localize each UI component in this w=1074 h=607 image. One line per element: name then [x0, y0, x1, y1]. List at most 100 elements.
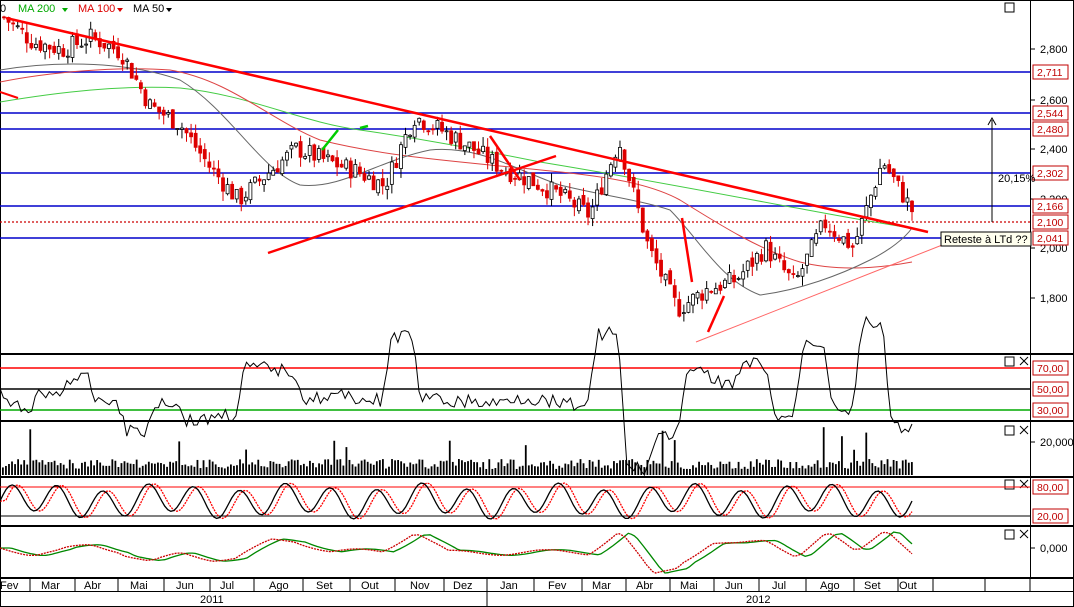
volume-bar [208, 459, 211, 475]
volume-bar [637, 464, 640, 475]
green-segment [359, 124, 369, 130]
volume-bar [290, 459, 293, 475]
chevron-down-icon[interactable] [166, 8, 172, 12]
volume-bar [451, 461, 454, 475]
candle-body [640, 207, 645, 233]
projection-arrow: 20,15% [987, 116, 1036, 222]
volume-bar [299, 465, 302, 475]
volume-bar [257, 459, 260, 475]
volume-bar [424, 467, 427, 475]
maximize-icon[interactable] [1004, 425, 1015, 436]
volume-bar [804, 468, 807, 475]
legend-ma50[interactable]: MA 50 [133, 3, 164, 15]
candle-body [449, 130, 454, 144]
volume-bar [722, 464, 725, 475]
volume-bar [378, 460, 381, 475]
volume-bar [56, 465, 59, 475]
volume-bar [521, 465, 524, 475]
volume-bar [831, 462, 834, 475]
chevron-down-icon[interactable] [117, 8, 123, 12]
volume-bar [281, 467, 284, 475]
volume-bar [886, 459, 889, 475]
volume-bar [126, 462, 129, 475]
volume-bar [597, 459, 600, 475]
y-tick: 1,800 [1040, 293, 1068, 305]
panel-controls[interactable] [1004, 2, 1029, 540]
volume-bar [616, 463, 618, 475]
downtrend-line [5, 16, 929, 234]
x-month-label: Jan [500, 580, 518, 592]
x-month-label: Out [899, 580, 917, 592]
candle-body [166, 112, 171, 115]
candle-body [864, 205, 869, 218]
candle-body [234, 188, 239, 200]
candle-body [681, 312, 686, 315]
close-icon[interactable] [1019, 356, 1029, 366]
x-month-label: Jul [220, 580, 234, 592]
candle-body [563, 188, 568, 193]
maximize-icon[interactable] [1004, 356, 1015, 367]
volume-bar [871, 463, 874, 475]
candle-body [257, 178, 262, 182]
maximize-icon[interactable] [1004, 479, 1015, 490]
volume-bar [129, 463, 132, 475]
volume-bar [661, 430, 664, 475]
legend-ma100[interactable]: MA 100 [78, 3, 115, 15]
chevron-down-icon[interactable] [62, 8, 68, 12]
volume-bar [476, 462, 479, 475]
candle-body [485, 146, 490, 163]
volume-bar [388, 466, 390, 475]
volume-bar [789, 462, 792, 475]
volume-bar [816, 460, 819, 475]
volume-bar [442, 461, 445, 475]
volume-bar [102, 465, 105, 475]
candle-body [202, 149, 207, 160]
level-badge: 2,711 [1037, 67, 1063, 79]
candle-body [84, 43, 89, 46]
volume-bar [464, 462, 466, 475]
candle-body [754, 253, 759, 264]
candle-body [891, 168, 896, 178]
volume-bar [746, 468, 749, 475]
volume-bar [324, 459, 327, 475]
legend-ma200[interactable]: MA 200 [18, 3, 55, 15]
volume-bar [154, 463, 156, 475]
volume-bar [518, 466, 521, 475]
annotation-retest: Reteste à LTd ?? [944, 234, 1028, 246]
candle-body [599, 187, 604, 195]
volume-bar [254, 464, 257, 475]
volume-bar [269, 461, 272, 475]
candle-body [385, 185, 390, 190]
volume-bar [701, 465, 703, 475]
close-icon[interactable] [1019, 425, 1029, 435]
maximize-icon[interactable] [1004, 2, 1015, 13]
volume-bar [230, 464, 232, 475]
candle-body [335, 157, 339, 168]
volume-bar [242, 463, 244, 475]
volume-bar [603, 465, 606, 475]
candle-body [458, 132, 463, 150]
volume-bar [841, 436, 843, 475]
close-icon[interactable] [1019, 529, 1029, 539]
candle-body [818, 220, 823, 233]
candle-body [344, 159, 349, 169]
candle-body [431, 128, 435, 131]
candle-body [65, 55, 70, 58]
candle-body [659, 259, 663, 277]
candle-body [138, 82, 143, 90]
volume-bar [807, 465, 810, 475]
maximize-icon[interactable] [1004, 529, 1015, 540]
candle-body [809, 239, 814, 257]
volume-bar [561, 467, 564, 475]
stoch-k-line [0, 482, 913, 520]
y-tick: 2,600 [1040, 95, 1068, 107]
volume-bar [84, 461, 86, 475]
volume-bar [707, 462, 710, 475]
candle-body [102, 42, 107, 49]
volume-bar [704, 465, 707, 475]
candle-body [613, 156, 618, 168]
candle-body [417, 117, 422, 123]
volume-bar [138, 467, 141, 475]
volume-bar [260, 466, 263, 475]
volume-bar [445, 460, 448, 475]
